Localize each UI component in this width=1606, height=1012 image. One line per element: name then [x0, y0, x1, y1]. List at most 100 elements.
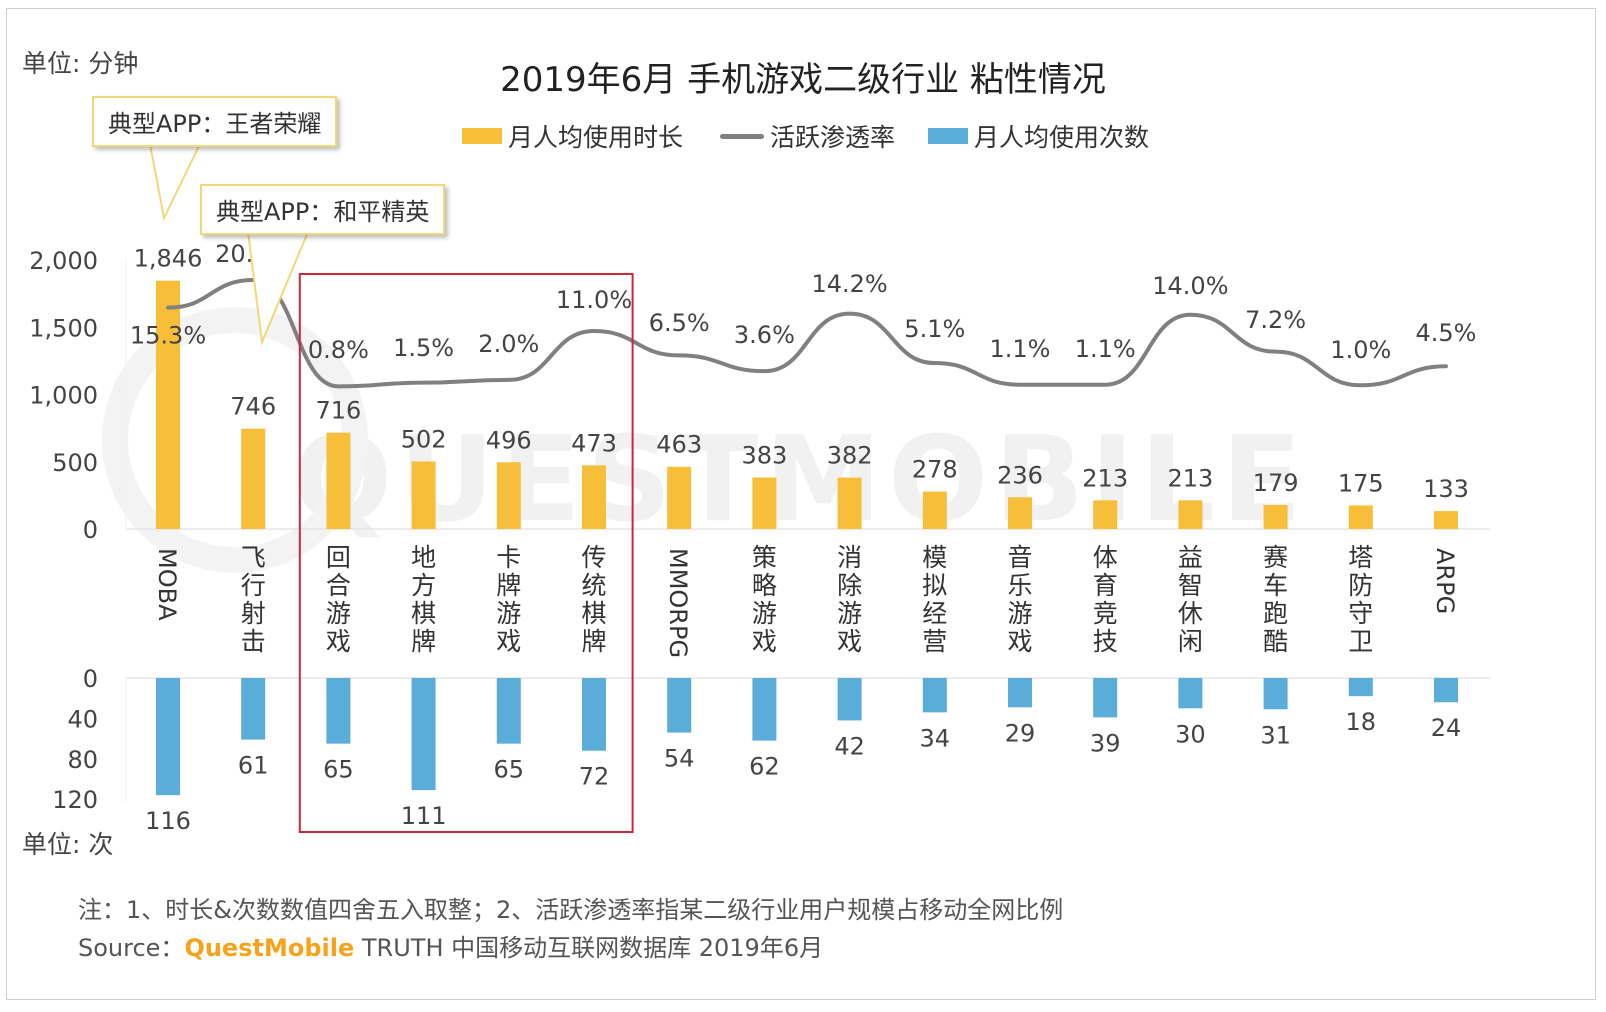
chart-title: 2019年6月 手机游戏二级行业 粘性情况: [500, 60, 1106, 100]
duration-value-label: 463: [656, 431, 702, 459]
category-label: 体育竞技: [1093, 543, 1118, 656]
duration-value-label: 716: [315, 397, 361, 425]
frequency-bar: [1093, 678, 1118, 718]
duration-bar: [1178, 500, 1203, 529]
unit-label-top: 单位: 分钟: [22, 49, 139, 78]
legend-label-penetration: 活跃渗透率: [770, 123, 896, 152]
duration-bar: [1434, 511, 1458, 529]
watermark: QUESTMOBILE: [102, 307, 1308, 573]
frequency-bar: [241, 678, 266, 740]
y-tick-bottom: 40: [67, 705, 98, 733]
duration-bars: 1,846 746 716 502 496 473 463 383 382 278 236 213 21…: [134, 245, 1469, 529]
penetration-value-label: 1.5%: [393, 334, 454, 362]
penetration-value-label: 2.0%: [478, 330, 539, 358]
source-rest: TRUTH 中国移动互联网数据库 2019年6月: [354, 934, 824, 962]
duration-bar: [411, 461, 436, 529]
frequency-value-label: 31: [1260, 721, 1291, 749]
frequency-value-label: 34: [920, 724, 951, 752]
duration-value-label: 382: [827, 442, 873, 470]
duration-bar: [582, 465, 606, 529]
category-label: 传统棋牌: [581, 543, 606, 656]
legend-swatch-frequency: [928, 128, 968, 144]
frequency-bar: [1178, 678, 1203, 709]
category-label: ARPG: [1431, 548, 1459, 614]
penetration-value-label: 3.6%: [734, 321, 795, 349]
frequency-value-label: 116: [145, 807, 191, 835]
penetration-value-label: 1.0%: [1330, 336, 1391, 364]
frequency-bar: [922, 678, 947, 713]
duration-bar: [667, 466, 692, 529]
duration-value-label: 746: [230, 393, 276, 421]
frequency-bar: [156, 678, 180, 796]
frequency-value-label: 18: [1346, 708, 1377, 736]
penetration-value-label: 14.2%: [811, 270, 887, 298]
source-prefix: Source：: [78, 934, 185, 962]
frequency-bar: [326, 678, 351, 744]
frequency-bars: 116 61 65 111 65 72 54 62 42 34 29 39 30 31 18 24: [145, 678, 1461, 835]
penetration-value-label: 11.0%: [556, 286, 632, 314]
penetration-value-label: 6.5%: [649, 309, 710, 337]
penetration-value-label: 7.2%: [1245, 306, 1306, 334]
duration-value-label: 278: [912, 456, 958, 484]
frequency-bar: [837, 678, 862, 721]
category-label: MOBA: [153, 548, 181, 621]
y-tick-bottom: 120: [52, 786, 98, 814]
duration-value-label: 1,846: [134, 245, 203, 273]
penetration-line-layer: 15.3%20.4%0.8%1.5%2.0%11.0%6.5%3.6%14.2%…: [130, 240, 1477, 389]
penetration-value-label: 14.0%: [1152, 272, 1228, 300]
category-label: 飞行射击: [241, 543, 266, 656]
penetration-value-label: 4.5%: [1416, 319, 1477, 347]
frequency-value-label: 111: [401, 802, 447, 830]
penetration-value-label: 1.1%: [1075, 335, 1136, 363]
highlight-box: [298, 273, 634, 833]
frequency-value-label: 29: [1005, 719, 1036, 747]
frequency-bar: [1263, 678, 1288, 710]
y-tick-bottom: 0: [83, 665, 98, 693]
unit-label-bottom: 单位: 次: [22, 830, 114, 859]
frequency-bar: [1348, 678, 1373, 697]
callout-pointer-heping: [247, 231, 309, 346]
footnote: 注：1、时长&次数数值四舍五入取整；2、活跃渗透率指某二级行业用户规模占移动全网…: [78, 896, 1064, 924]
frequency-bar: [667, 678, 692, 733]
source-brand: QuestMobile: [184, 934, 355, 962]
duration-bar: [1348, 505, 1373, 529]
frequency-bar: [411, 678, 436, 791]
duration-bar: [326, 432, 351, 529]
frequency-value-label: 54: [664, 745, 695, 773]
category-label: 音乐游戏: [1007, 543, 1032, 656]
y-tick-bottom: 80: [67, 746, 98, 774]
legend-label-frequency: 月人均使用次数: [974, 123, 1150, 152]
category-label: 地方棋牌: [411, 543, 436, 656]
duration-value-label: 175: [1338, 469, 1384, 497]
duration-value-label: 213: [1167, 464, 1213, 492]
duration-value-label: 213: [1082, 464, 1128, 492]
axes: 2,000 1,500 1,000 500 0 0 40 80 120: [29, 247, 1490, 814]
frequency-value-label: 65: [494, 756, 525, 784]
frequency-bar: [1434, 678, 1458, 703]
source-line: Source：QuestMobile TRUTH 中国移动互联网数据库 2019…: [78, 928, 823, 963]
penetration-value-label: 1.1%: [990, 335, 1051, 363]
duration-value-label: 236: [997, 461, 1043, 489]
y-tick-top: 500: [52, 449, 98, 477]
y-tick-top: 1,500: [29, 314, 98, 342]
category-label: 模拟经营: [922, 543, 947, 656]
category-label: 消除游戏: [837, 543, 862, 656]
frequency-bar: [496, 678, 521, 744]
duration-value-label: 179: [1253, 469, 1299, 497]
watermark-text: QUESTMOBILE: [292, 410, 1308, 548]
duration-bar: [1008, 497, 1032, 529]
callout-heping: 典型APP：和平精英: [200, 184, 446, 235]
penetration-line: [166, 277, 1448, 389]
legend-swatch-penetration: [720, 133, 764, 139]
y-tick-top: 0: [83, 516, 98, 544]
y-tick-top: 2,000: [29, 247, 98, 275]
category-labels: MOBA 飞行射击 回合游戏 地方棋牌 卡牌游戏 传统棋牌 MMORPG 策略游戏 消除游戏 模拟…: [153, 543, 1459, 658]
duration-bar: [156, 280, 180, 529]
chart-frame: [6, 8, 1596, 1000]
legend-swatch-duration: [462, 128, 502, 144]
frequency-value-label: 42: [834, 732, 865, 760]
duration-bar: [922, 491, 947, 529]
duration-bar: [752, 477, 777, 529]
callout-pointer-wangzhe: [149, 143, 201, 222]
category-label: MMORPG: [664, 548, 692, 658]
